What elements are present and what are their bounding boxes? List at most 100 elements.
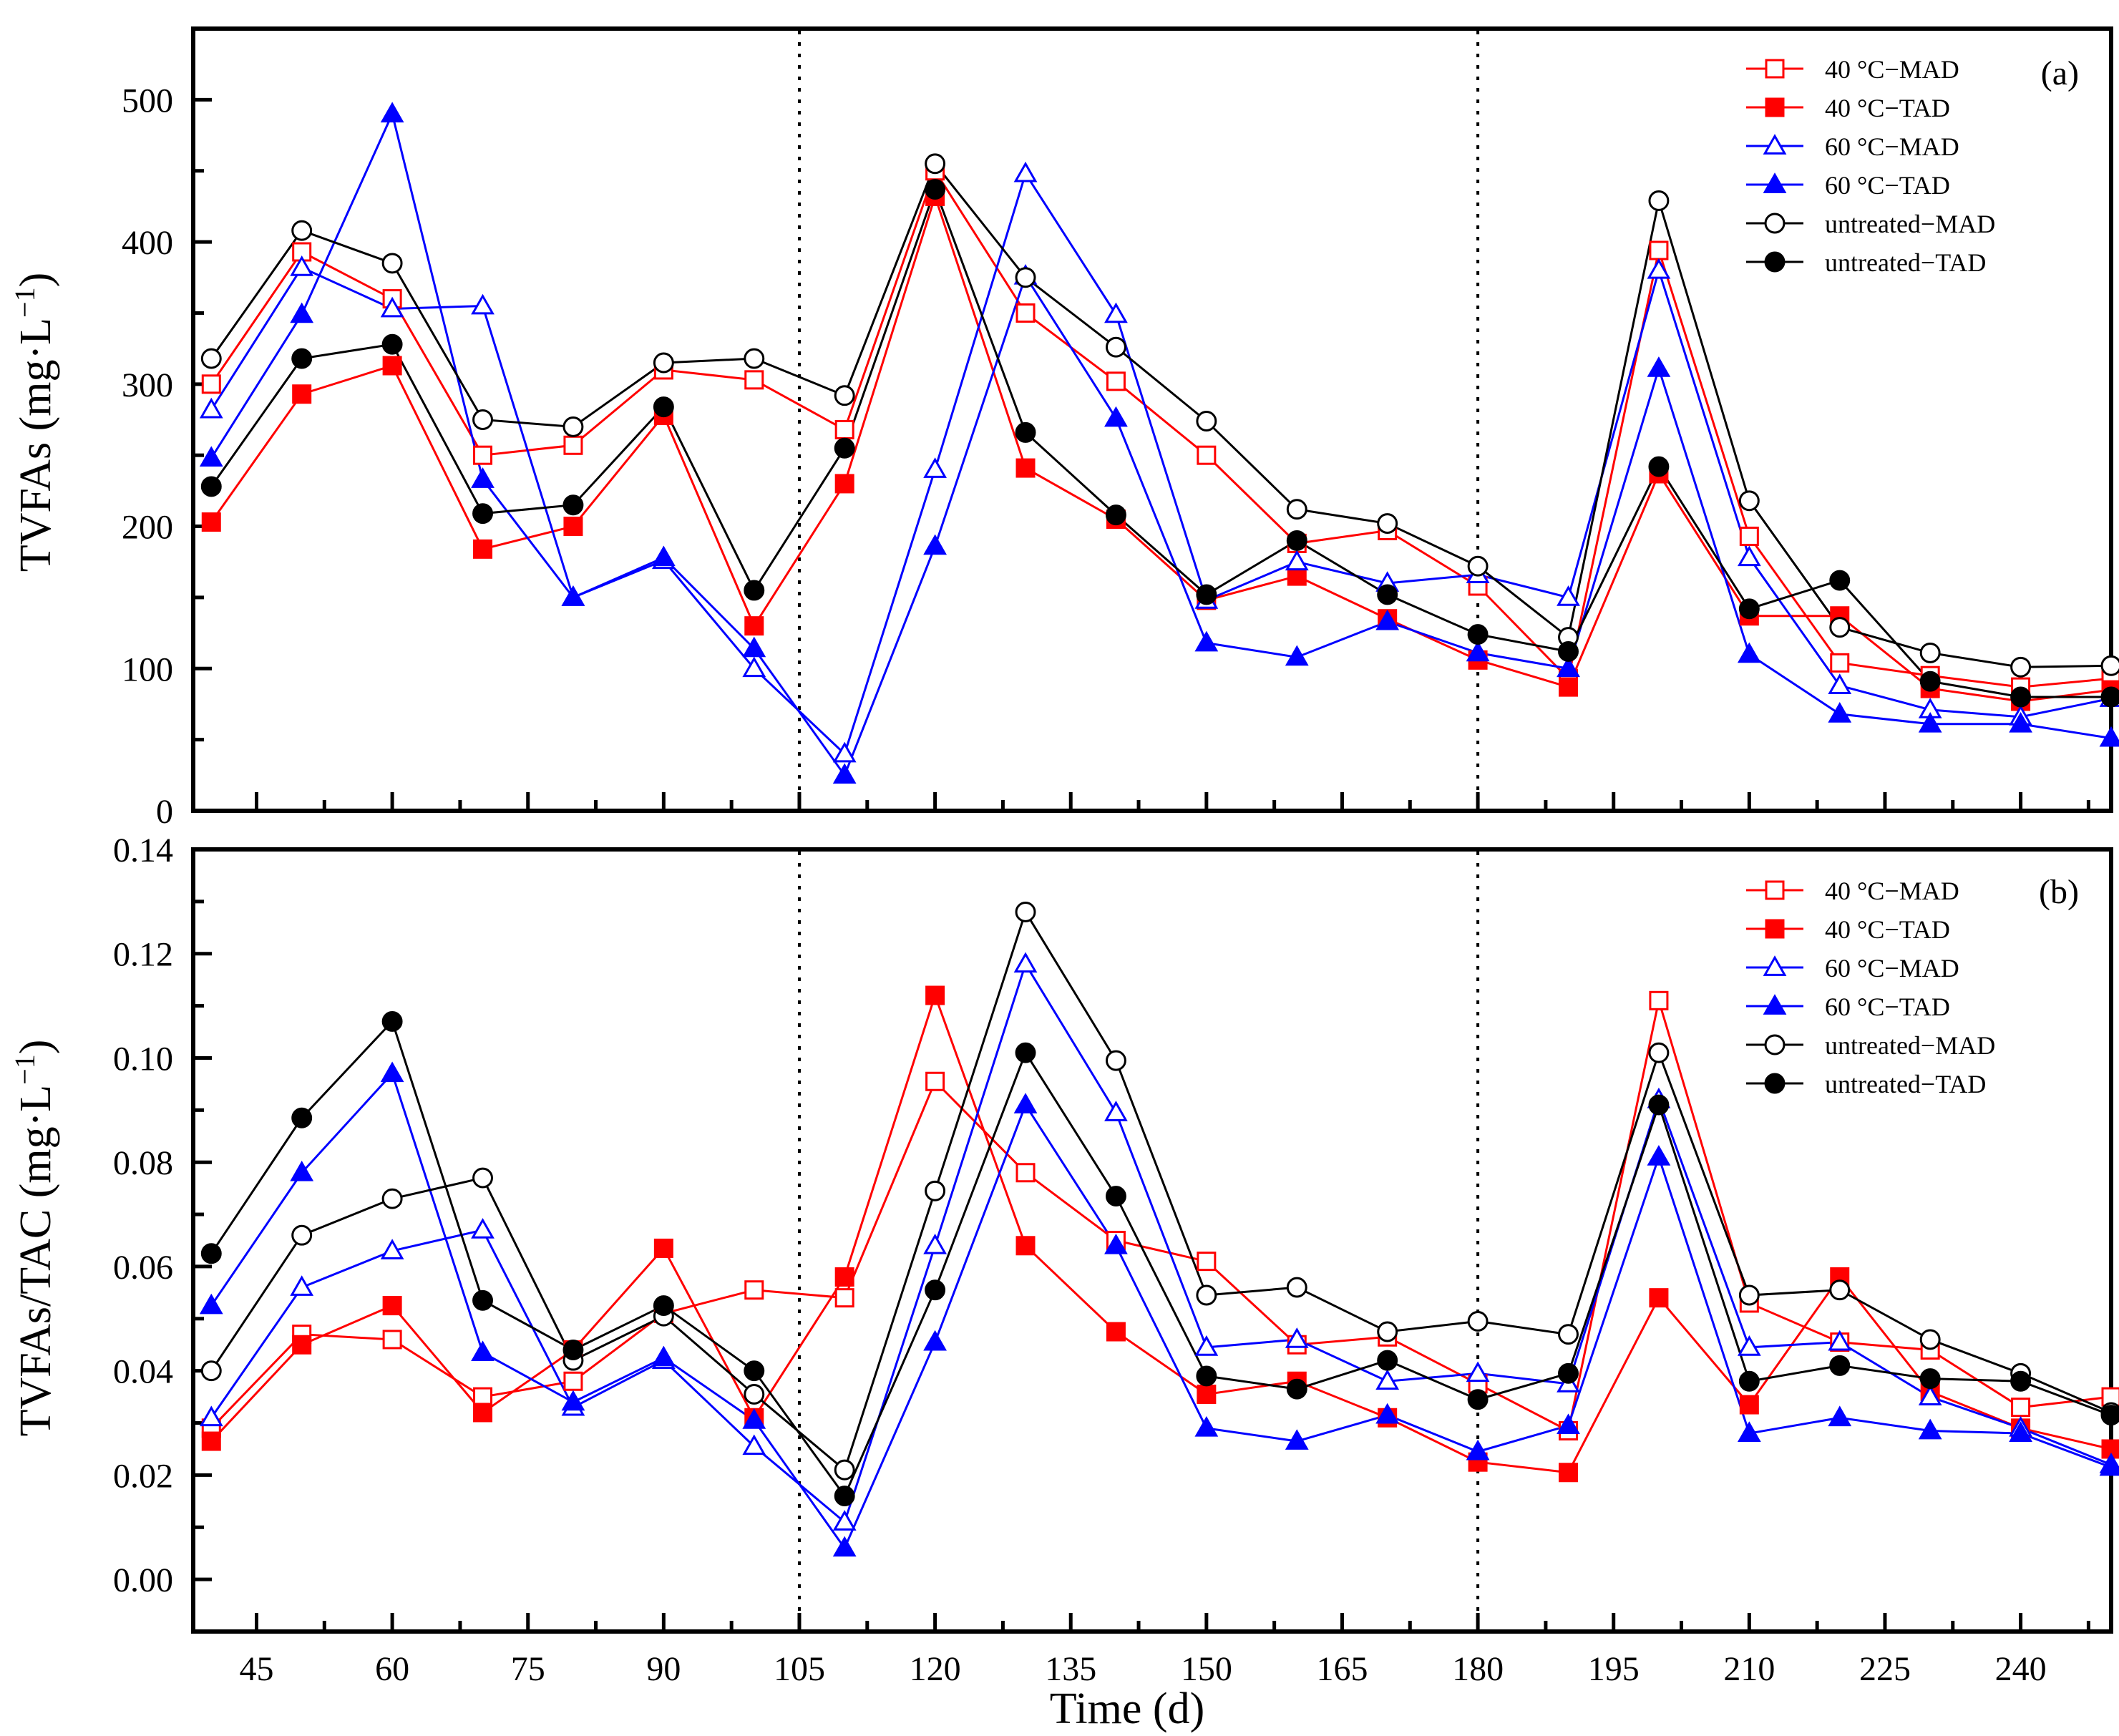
x-tick-label-195: 195 <box>1588 1650 1640 1688</box>
panel-b-label: (b) <box>2039 873 2079 911</box>
panel-a-point-untreated-mad <box>1015 267 1036 288</box>
panel-a-point-60-c-tad <box>1918 711 1942 733</box>
panel-a-point-untreated-mad <box>1196 411 1217 431</box>
panel-b-point-40-c-mad <box>1197 1252 1217 1272</box>
panel-a-point-40-c-tad <box>563 517 583 537</box>
panel-b-point-40-c-tad <box>1739 1395 1759 1415</box>
panel-b-point-untreated-tad <box>1738 1370 1760 1392</box>
panel-b-series-line-untreated-tad <box>210 1019 2112 1498</box>
panel-b-point-60-c-tad <box>380 1061 404 1083</box>
panel-a-point-untreated-mad <box>1648 190 1670 211</box>
panel-b-point-60-c-mad <box>380 1239 404 1259</box>
panel-a-point-40-c-mad <box>744 370 764 390</box>
panel-b-legend-entry-40-c-mad: 40 °C−MAD <box>1825 877 1959 905</box>
panel-a-point-40-c-tad <box>744 616 764 636</box>
panel-b-legend-marker-40-c-tad <box>1765 919 1785 939</box>
panel-a-point-untreated-tad <box>1467 624 1489 645</box>
panel-b-point-40-c-tad <box>1197 1384 1217 1404</box>
x-axis-title: Time (d) <box>1050 1684 1204 1733</box>
panel-a-legend-marker-60-c-mad <box>1763 134 1787 155</box>
panel-b-point-60-c-mad <box>742 1434 766 1455</box>
panel-a-point-60-c-mad <box>199 397 223 419</box>
panel-b-point-untreated-mad <box>1286 1277 1307 1298</box>
panel-a-legend-entry-40-c-mad: 40 °C−MAD <box>1825 55 1959 84</box>
panel-a: 0 100 200 300 400 500 TVFAs (mg·L−1) (a) 40 °C−M… <box>9 26 2119 831</box>
panel-a-y-tick-label: 500 <box>122 82 173 120</box>
panel-b-point-40-c-tad <box>834 1267 854 1287</box>
panel-b-point-untreated-tad <box>1919 1368 1941 1390</box>
panel-b-point-40-c-tad <box>382 1296 402 1316</box>
panel-b-point-60-c-tad <box>290 1160 314 1181</box>
panel-b-legend-marker-40-c-mad <box>1765 880 1785 900</box>
panel-b-point-60-c-tad <box>561 1390 585 1411</box>
panel-a-point-untreated-mad <box>1377 513 1398 535</box>
panel-b-point-untreated-mad <box>1648 1042 1670 1063</box>
panel-b-point-untreated-mad <box>834 1459 855 1481</box>
x-tick-label-240: 240 <box>1995 1650 2047 1688</box>
panel-b-y-tick-label: 0.04 <box>113 1353 173 1391</box>
panel-a-point-untreated-mad <box>653 352 674 374</box>
panel-a-y-tick-label: 400 <box>122 224 173 262</box>
panel-b-point-60-c-tad <box>1375 1403 1400 1424</box>
panel-b-point-untreated-tad <box>834 1486 855 1507</box>
panel-a-point-untreated-tad <box>381 333 403 355</box>
panel-b-point-60-c-tad <box>1557 1413 1580 1435</box>
panel-a-point-60-c-mad <box>1647 258 1671 279</box>
panel-b-y-tick-label: 0.10 <box>113 1040 173 1078</box>
panel-a-point-untreated-tad <box>744 580 765 601</box>
panel-a-point-60-c-tad <box>923 534 947 555</box>
panel-a-point-60-c-mad <box>742 656 766 678</box>
panel-b-point-60-c-mad <box>1013 952 1038 973</box>
panel-a-point-untreated-tad <box>1648 456 1670 477</box>
panel-b-point-untreated-mad <box>1558 1324 1579 1345</box>
panel-a-point-untreated-tad <box>1558 640 1579 662</box>
panel-b-point-untreated-tad <box>472 1289 493 1311</box>
panel-a-point-untreated-mad <box>1286 499 1307 520</box>
panel-a-series-line-untreated-mad <box>210 161 2112 668</box>
panel-a-y-tick-label: 200 <box>122 509 173 547</box>
panel-b-y-tick-label: 0.12 <box>113 936 173 974</box>
panel-b-point-40-c-mad <box>925 1071 945 1091</box>
panel-b-point-40-c-tad <box>292 1335 312 1355</box>
panel-a-point-60-c-mad <box>923 457 947 478</box>
panel-a-point-untreated-tad <box>925 179 946 200</box>
panel-a-point-40-c-mad <box>1830 653 1850 673</box>
panel-a-point-untreated-mad <box>744 348 765 369</box>
panel-a-point-untreated-mad <box>2100 655 2119 676</box>
panel-a-point-untreated-mad <box>1829 617 1851 638</box>
panel-a-series-line-60-c-mad <box>210 171 2112 756</box>
panel-a-legend-marker-40-c-mad <box>1765 59 1785 79</box>
panel-b-frame <box>191 847 2113 1634</box>
panel-b-y-axis-title: TVFAs/TAC (mg·L−1) <box>9 1040 61 1437</box>
panel-b-point-40-c-mad <box>382 1330 402 1350</box>
panel-b-point-untreated-mad <box>1467 1310 1489 1332</box>
x-tick-label-225: 225 <box>1859 1650 1911 1688</box>
panel-b-point-40-c-mad <box>563 1371 583 1391</box>
panel-a-point-untreated-mad <box>1105 336 1126 358</box>
panel-a-legend-entry-60-c-tad: 60 °C−TAD <box>1825 171 1950 200</box>
panel-a-point-60-c-tad <box>651 545 676 567</box>
panel-b-point-untreated-tad <box>1015 1042 1036 1063</box>
panel-a-legend-marker-40-c-tad <box>1765 97 1785 117</box>
panel-b-point-untreated-mad <box>1829 1279 1851 1301</box>
panel-a-y-tick-label: 100 <box>122 650 173 688</box>
panel-b-point-60-c-mad <box>1466 1361 1490 1383</box>
panel-b-point-untreated-mad <box>1377 1321 1398 1342</box>
panel-a-point-60-c-tad <box>1194 630 1219 652</box>
panel-b-point-60-c-tad <box>1918 1418 1942 1440</box>
panel-a-point-60-c-tad <box>1375 609 1400 630</box>
panel-b-series-line-60-c-mad <box>210 961 2112 1524</box>
panel-a-y-axis-title: TVFAs (mg·L−1) <box>9 273 61 572</box>
panel-a-point-60-c-mad <box>1104 302 1128 323</box>
panel-a-point-60-c-tad <box>832 763 857 784</box>
panel-b-point-60-c-tad <box>1828 1405 1852 1427</box>
panel-a-point-untreated-tad <box>291 348 313 369</box>
x-tick-label-135: 135 <box>1045 1650 1096 1688</box>
panel-a-point-40-c-tad <box>473 539 493 559</box>
panel-b-point-untreated-tad <box>2010 1370 2032 1392</box>
panel-a-point-60-c-tad <box>1557 656 1580 678</box>
x-tick-label-45: 45 <box>239 1650 273 1688</box>
panel-a-point-40-c-tad <box>1015 458 1036 478</box>
x-tick-label-90: 90 <box>646 1650 681 1688</box>
panel-b-point-untreated-tad <box>2100 1405 2119 1426</box>
